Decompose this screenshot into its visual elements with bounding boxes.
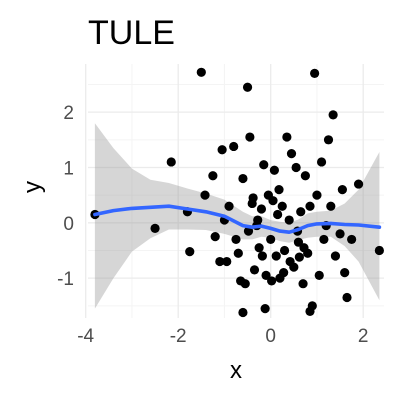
- data-point: [310, 68, 320, 79]
- data-point: [314, 270, 324, 280]
- data-point: [323, 135, 334, 145]
- y-tick-label: 0: [63, 214, 74, 235]
- data-point: [328, 110, 338, 120]
- data-point: [222, 256, 232, 267]
- data-point: [279, 245, 290, 256]
- y-tick-label: 2: [63, 103, 74, 124]
- data-point: [271, 251, 281, 261]
- data-point: [319, 234, 329, 245]
- confidence-ribbon: [94, 123, 380, 309]
- data-point: [253, 215, 263, 225]
- data-point: [277, 201, 287, 211]
- x-tick-label: 0: [265, 326, 276, 347]
- data-point: [238, 173, 248, 184]
- data-point: [200, 190, 210, 200]
- data-point: [316, 157, 327, 167]
- data-point: [166, 157, 176, 167]
- x-tick-label: -4: [77, 326, 94, 347]
- data-point: [274, 185, 284, 195]
- x-tick-labels: -4 -2 0 2: [77, 326, 368, 347]
- data-point: [236, 276, 246, 286]
- data-point: [347, 234, 357, 245]
- data-point: [299, 243, 309, 253]
- data-point: [259, 160, 269, 170]
- x-tick-label: -2: [170, 326, 187, 347]
- data-point: [257, 251, 267, 261]
- data-point: [231, 234, 241, 245]
- data-point: [353, 179, 364, 189]
- data-point: [215, 256, 225, 267]
- data-point: [269, 165, 279, 175]
- data-point: [233, 248, 243, 258]
- data-point: [248, 193, 258, 203]
- data-point: [196, 67, 206, 77]
- data-point: [249, 265, 260, 275]
- x-axis-title: x: [230, 357, 242, 384]
- data-point: [286, 149, 297, 159]
- data-point: [242, 82, 253, 92]
- data-point: [285, 256, 295, 267]
- data-point: [305, 201, 315, 211]
- data-point: [208, 171, 218, 181]
- data-point: [312, 190, 322, 200]
- data-point: [273, 209, 283, 220]
- smooth-line: [93, 204, 382, 234]
- data-point: [243, 226, 254, 236]
- data-point: [185, 246, 195, 257]
- data-point: [294, 252, 304, 262]
- y-tick-label: -1: [57, 269, 74, 290]
- data-point: [229, 141, 239, 152]
- data-point: [256, 204, 267, 214]
- data-point: [279, 268, 289, 278]
- y-tick-labels: -1 0 1 2: [57, 103, 74, 290]
- data-point: [266, 234, 276, 245]
- data-point: [326, 201, 336, 211]
- data-point: [374, 245, 384, 256]
- y-axis-title: y: [19, 181, 46, 193]
- data-point: [245, 132, 255, 142]
- data-point: [238, 307, 248, 318]
- chart-title: TULE: [88, 14, 175, 52]
- x-tick-label: 2: [358, 326, 369, 347]
- data-point: [260, 303, 270, 314]
- data-point: [342, 292, 352, 303]
- data-point: [254, 243, 264, 253]
- data-point: [300, 171, 310, 181]
- data-point: [335, 229, 345, 239]
- data-point: [224, 201, 234, 211]
- data-point: [330, 251, 341, 261]
- data-point: [291, 162, 301, 173]
- data-point: [340, 268, 350, 278]
- data-point: [337, 185, 347, 195]
- data-points: [90, 67, 384, 318]
- data-point: [284, 215, 294, 225]
- data-point: [268, 196, 278, 206]
- data-point: [217, 145, 227, 155]
- data-point: [267, 276, 277, 286]
- data-point: [298, 279, 308, 289]
- data-point: [296, 207, 306, 217]
- data-point: [210, 232, 220, 242]
- data-point: [305, 306, 315, 316]
- data-point: [150, 223, 160, 233]
- data-point: [282, 132, 292, 142]
- y-tick-label: 1: [63, 158, 74, 179]
